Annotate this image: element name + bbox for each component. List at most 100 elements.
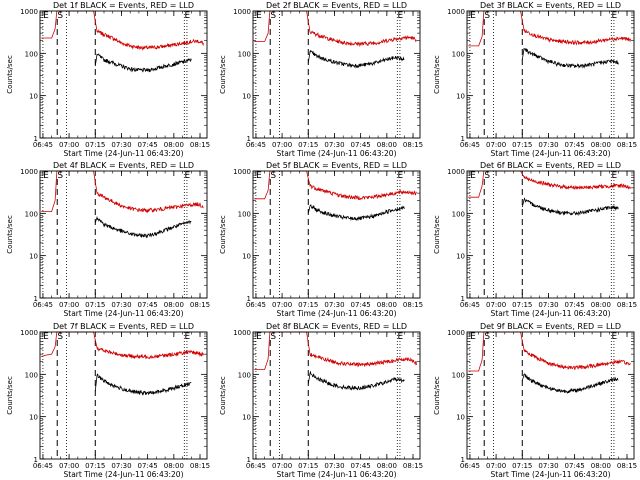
y-tick-label: 1000 — [20, 168, 38, 176]
x-tick-label: 08:15 — [403, 141, 423, 149]
x-tick-label: 08:00 — [164, 462, 184, 470]
y-tick-label: 1000 — [20, 329, 38, 337]
x-tick-label: 08:15 — [190, 462, 210, 470]
detector-panel: Det 6f BLACK = Events, RED = LLD Counts/s… — [433, 161, 637, 318]
event-rate-series — [521, 47, 619, 69]
y-axis-label: Counts/sec — [219, 55, 227, 94]
lld-rate-series — [468, 331, 631, 372]
event-marker-label: E — [184, 11, 190, 21]
event-marker-label: E — [611, 332, 617, 342]
x-tick-label: 08:15 — [617, 462, 637, 470]
x-tick-label: 08:15 — [190, 141, 210, 149]
event-marker-label: S — [484, 332, 490, 342]
plot-frame — [252, 331, 421, 460]
y-tick-label: 100 — [25, 371, 38, 379]
x-axis-label: Start Time (24-Jun-11 06:43:20) — [64, 309, 184, 318]
x-tick-label: 06:45 — [33, 301, 53, 309]
event-marker-label: E — [397, 11, 403, 21]
event-marker-label: E — [611, 11, 617, 21]
event-marker-label: E — [470, 171, 476, 181]
x-axis-label: Start Time (24-Jun-11 06:43:20) — [491, 470, 611, 479]
event-marker-label: E — [43, 171, 49, 181]
y-tick-label: 10 — [29, 93, 38, 101]
y-axis-label: Counts/sec — [6, 55, 14, 94]
y-axis-label: Counts/sec — [6, 376, 14, 415]
event-rate-series — [307, 370, 405, 391]
plot-frame — [466, 10, 635, 139]
x-tick-label: 07:15 — [85, 301, 105, 309]
x-tick-label: 07:15 — [298, 462, 318, 470]
event-marker-label: E — [470, 332, 476, 342]
x-tick-label: 07:30 — [111, 141, 131, 149]
x-axis-label: Start Time (24-Jun-11 06:43:20) — [277, 309, 397, 318]
event-rate-series — [521, 373, 619, 394]
x-axis-label: Start Time (24-Jun-11 06:43:20) — [491, 309, 611, 318]
plot-frame — [252, 170, 421, 299]
lld-rate-series — [254, 170, 417, 201]
x-tick-label: 07:00 — [59, 462, 79, 470]
x-tick-label: 06:45 — [246, 141, 266, 149]
x-tick-label: 07:45 — [351, 301, 371, 309]
event-rate-series — [521, 197, 619, 217]
x-tick-label: 06:45 — [460, 141, 480, 149]
y-tick-label: 10 — [242, 414, 251, 422]
x-tick-label: 07:45 — [138, 462, 158, 470]
y-tick-label: 1 — [461, 135, 465, 143]
panel-title: Det 4f BLACK = Events, RED = LLD — [53, 161, 194, 170]
y-tick-label: 1000 — [447, 8, 465, 16]
x-tick-label: 07:00 — [59, 141, 79, 149]
y-tick-label: 1 — [247, 135, 251, 143]
x-tick-label: 06:45 — [246, 462, 266, 470]
x-tick-label: 08:00 — [591, 462, 611, 470]
y-tick-label: 1000 — [233, 168, 251, 176]
detector-panel: Det 7f BLACK = Events, RED = LLD Counts/s… — [6, 322, 210, 479]
event-marker-label: S — [57, 11, 63, 21]
panel-title: Det 6f BLACK = Events, RED = LLD — [480, 161, 621, 170]
event-rate-series — [307, 49, 405, 69]
x-tick-label: 08:15 — [617, 141, 637, 149]
event-marker-label: E — [397, 171, 403, 181]
plot-frame — [39, 170, 208, 299]
panel-title: Det 8f BLACK = Events, RED = LLD — [266, 322, 407, 331]
x-tick-label: 07:00 — [272, 141, 292, 149]
plot-frame — [466, 170, 635, 299]
event-marker-label: E — [43, 11, 49, 21]
event-marker-label: S — [57, 332, 63, 342]
x-tick-label: 08:00 — [164, 301, 184, 309]
x-tick-label: 07:45 — [565, 141, 585, 149]
plot-frame — [466, 331, 635, 460]
y-tick-label: 10 — [29, 414, 38, 422]
x-tick-label: 08:15 — [403, 462, 423, 470]
x-tick-label: 07:30 — [538, 462, 558, 470]
panel-title: Det 7f BLACK = Events, RED = LLD — [53, 322, 194, 331]
x-tick-label: 07:15 — [85, 462, 105, 470]
y-tick-label: 100 — [25, 50, 38, 58]
event-marker-label: S — [484, 171, 490, 181]
y-tick-label: 10 — [456, 414, 465, 422]
x-tick-label: 07:15 — [85, 141, 105, 149]
event-marker-label: S — [270, 171, 276, 181]
y-tick-label: 1 — [34, 456, 38, 464]
y-axis-label: Counts/sec — [6, 215, 14, 254]
x-tick-label: 07:45 — [138, 301, 158, 309]
y-tick-label: 1 — [461, 295, 465, 303]
x-tick-label: 07:00 — [486, 301, 506, 309]
event-marker-label: E — [611, 171, 617, 181]
x-tick-label: 08:00 — [591, 301, 611, 309]
y-tick-label: 100 — [452, 210, 465, 218]
detector-panel: Det 1f BLACK = Events, RED = LLD Counts/s… — [6, 1, 210, 158]
x-tick-label: 07:00 — [272, 301, 292, 309]
x-tick-label: 07:30 — [324, 141, 344, 149]
y-tick-label: 100 — [452, 50, 465, 58]
x-tick-label: 07:00 — [59, 301, 79, 309]
y-tick-label: 1000 — [447, 168, 465, 176]
x-axis-label: Start Time (24-Jun-11 06:43:20) — [277, 470, 397, 479]
y-tick-label: 10 — [29, 253, 38, 261]
y-tick-label: 100 — [25, 210, 38, 218]
detector-panel: Det 2f BLACK = Events, RED = LLD Counts/s… — [219, 1, 423, 158]
x-tick-label: 06:45 — [246, 301, 266, 309]
x-axis-label: Start Time (24-Jun-11 06:43:20) — [64, 149, 184, 158]
x-tick-label: 07:30 — [538, 301, 558, 309]
